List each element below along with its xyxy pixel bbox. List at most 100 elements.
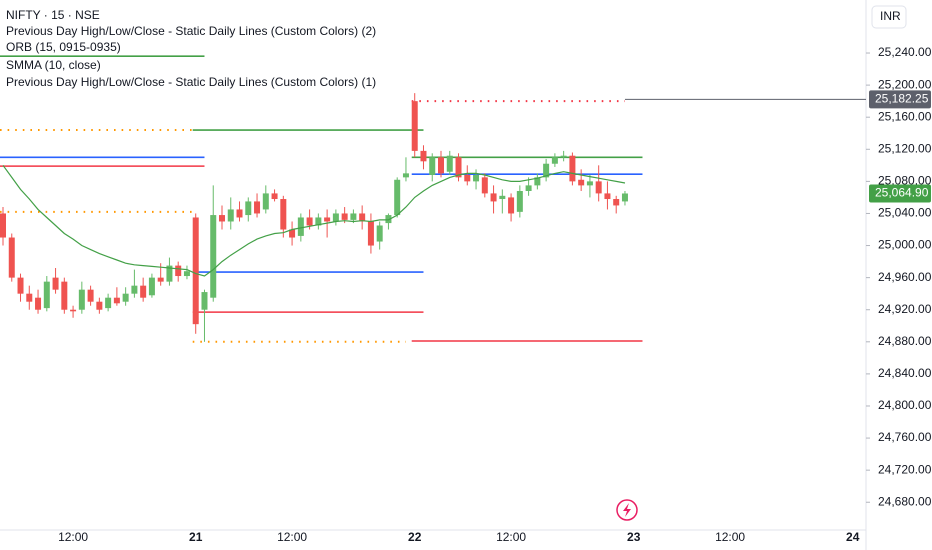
y-tick-label: 24,880.00 (878, 334, 932, 348)
candle-body (341, 213, 348, 220)
symbol-title: NIFTY · 15 · NSE (6, 8, 100, 22)
price-label: 25,064.90 (875, 186, 929, 200)
candle-body (26, 293, 33, 302)
candle-body (35, 297, 42, 310)
candle-body (473, 174, 480, 182)
x-tick-label: 12:00 (277, 530, 307, 544)
candle-body (613, 199, 620, 206)
y-tick-label: 24,680.00 (878, 494, 932, 508)
lightning-icon[interactable] (616, 499, 638, 521)
candle-body (508, 197, 515, 214)
candle-body (402, 173, 409, 178)
candle-body (551, 157, 558, 164)
x-tick-label: 23 (627, 530, 641, 544)
legend-line: SMMA (10, close) (6, 58, 101, 72)
icon-bolt[interactable] (623, 503, 631, 517)
candle-body (446, 155, 453, 172)
candle-body (604, 193, 611, 200)
candle-body (297, 217, 304, 236)
candle-body (8, 237, 15, 278)
price-label: 25,182.25 (875, 92, 929, 106)
candle-body (359, 213, 366, 222)
y-tick-label: 25,240.00 (878, 45, 932, 59)
candle-body (306, 217, 313, 226)
y-tick-label: 24,960.00 (878, 270, 932, 284)
candle-body (271, 193, 278, 200)
candle-body (394, 179, 401, 216)
y-tick-label: 24,720.00 (878, 462, 932, 476)
candle-body (87, 289, 94, 302)
candle-body (166, 265, 173, 282)
candle-body (586, 181, 593, 186)
price-label-box (869, 90, 931, 109)
y-tick-label: 25,080.00 (878, 174, 932, 188)
candle-body (148, 277, 155, 296)
candle-body (516, 190, 523, 212)
y-tick-label: 25,160.00 (878, 109, 932, 123)
candle-body (236, 209, 243, 218)
candle-body (289, 229, 296, 238)
candle-body (315, 217, 322, 226)
candle-body (385, 215, 392, 224)
candle-body (192, 217, 199, 325)
candle-body (595, 181, 602, 194)
candle-body (464, 174, 471, 182)
candle-body (17, 277, 24, 294)
candle-body (490, 193, 497, 202)
legend-line: ORB (15, 0915-0935) (6, 40, 121, 54)
candle-body (113, 297, 120, 304)
candle-body (96, 301, 103, 310)
candle-body (499, 195, 506, 200)
x-tick-label: 12:00 (58, 530, 88, 544)
y-tick-label: 25,040.00 (878, 206, 932, 220)
candle-body (210, 215, 217, 298)
y-tick-label: 25,200.00 (878, 77, 932, 91)
candle-body (350, 213, 357, 220)
candle-body (262, 193, 269, 210)
x-tick-label: 12:00 (715, 530, 745, 544)
candle-body (43, 281, 50, 309)
y-tick-label: 24,920.00 (878, 302, 932, 316)
smma-line (2, 164, 626, 277)
y-tick-label: 24,800.00 (878, 398, 932, 412)
candle-body (245, 201, 252, 216)
price-label-box (869, 184, 931, 203)
candle-body (560, 155, 567, 158)
candle-body (332, 213, 339, 222)
currency-box[interactable] (871, 5, 907, 29)
y-tick-label: 24,840.00 (878, 366, 932, 380)
candle-body (0, 213, 6, 238)
candle-body (122, 293, 129, 302)
candle-body (280, 199, 287, 230)
candle-body (227, 209, 234, 222)
candle-body (254, 201, 261, 214)
candle-body (131, 285, 138, 294)
y-tick-label: 24,760.00 (878, 430, 932, 444)
candle-body (157, 277, 164, 282)
candle-body (420, 150, 427, 162)
candle-body (376, 225, 383, 242)
candle-body (525, 185, 532, 191)
candle-body (481, 177, 488, 194)
candle-body (455, 157, 462, 178)
candle-body (105, 297, 112, 309)
plot (0, 55, 643, 343)
candle-body (140, 285, 147, 298)
y-tick-label: 25,120.00 (878, 141, 932, 155)
candle-body (175, 265, 182, 277)
candle-body (183, 271, 190, 277)
candle-body (201, 292, 208, 310)
candle-body (534, 177, 541, 186)
legend-line: Previous Day High/Low/Close - Static Dai… (6, 24, 376, 38)
candle-body (70, 309, 77, 312)
candle-body (78, 289, 85, 310)
candle-body (367, 221, 374, 246)
currency[interactable]: INR (880, 9, 901, 23)
candle-body (438, 157, 444, 174)
y-tick-label: 25,000.00 (878, 238, 932, 252)
x-tick-label: 22 (408, 530, 422, 544)
x-tick-label: 21 (189, 530, 203, 544)
legend: NIFTY · 15 · NSE Previous Day High/Low/C… (6, 8, 376, 89)
